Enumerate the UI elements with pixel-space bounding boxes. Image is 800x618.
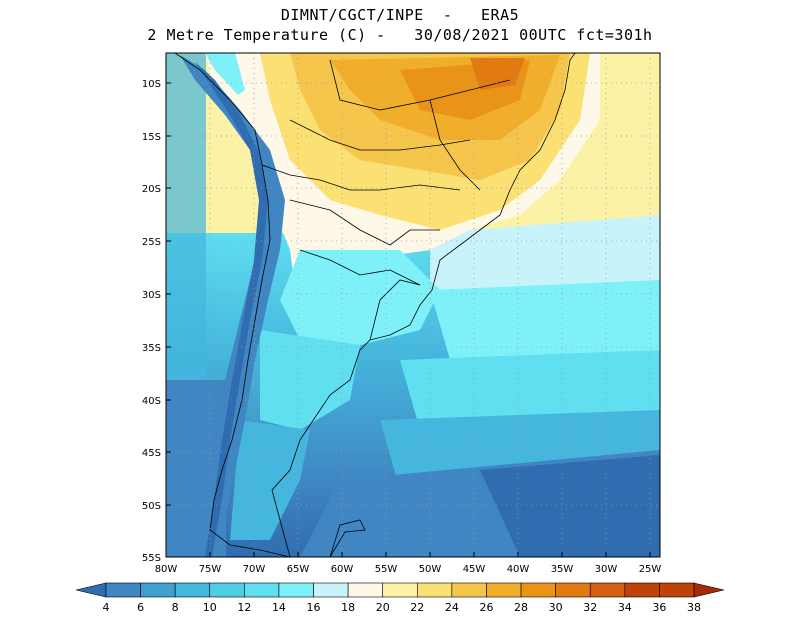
gridlines: [166, 53, 660, 557]
axis-tick-marks: [166, 82, 651, 557]
colorbar-label: 26: [479, 601, 493, 614]
lon-tick-label: 80W: [155, 564, 178, 575]
colorbar-label: 18: [341, 601, 355, 614]
colorbar-segment: [313, 582, 349, 598]
pacific-coastline: [174, 53, 291, 557]
colorbar-label: 24: [445, 601, 459, 614]
colorbar-label: 30: [549, 601, 563, 614]
chart-title-line-2: 2 Metre Temperature (C) - 30/08/2021 00U…: [147, 26, 653, 44]
colorbar-segment: [555, 582, 591, 598]
chart-title-line-1: DIMNT/CGCT/INPE - ERA5: [280, 6, 520, 24]
colorbar-segment: [416, 582, 453, 598]
colorbar-label: 36: [652, 601, 666, 614]
colorbar-label: 32: [583, 601, 597, 614]
temperature-field: [166, 53, 660, 557]
lat-tick-label: 20S: [142, 184, 161, 195]
colorbar-segment: [451, 582, 487, 598]
lon-tick-label: 30W: [595, 564, 618, 575]
lat-tick-label: 40S: [142, 396, 161, 407]
colorbar-segment: [624, 582, 660, 598]
lon-tick-label: 70W: [243, 564, 266, 575]
colorbar-segment: [382, 582, 418, 598]
colorbar-segment: [589, 582, 626, 598]
lat-tick-label: 10S: [142, 79, 161, 90]
colorbar-label: 12: [237, 601, 251, 614]
colorbar-label: 8: [172, 601, 179, 614]
colorbar-label: 14: [272, 601, 286, 614]
lon-tick-label: 25W: [639, 564, 662, 575]
lon-tick-label: 65W: [287, 564, 310, 575]
colorbar-label: 10: [203, 601, 217, 614]
colorbar-label: 28: [514, 601, 528, 614]
colorbar-segment: [174, 582, 211, 598]
colorbar-label: 38: [687, 601, 701, 614]
colorbar-segment: [278, 582, 314, 598]
lon-tick-label: 55W: [375, 564, 398, 575]
lat-tick-label: 15S: [142, 132, 161, 143]
longitude-axis: 80W 75W 70W 65W 60W 55W 50W 45W 40W 35W …: [155, 564, 662, 575]
lon-tick-label: 60W: [331, 564, 354, 575]
lon-tick-label: 45W: [463, 564, 486, 575]
falkland-islands: [329, 519, 366, 557]
colorbar-high-extend: [693, 582, 725, 598]
colorbar-low-extend: [75, 582, 107, 598]
colorbar-label: 22: [410, 601, 424, 614]
colorbar-label: 20: [376, 601, 390, 614]
colorbar-segment: [520, 582, 556, 598]
atlantic-coastline: [271, 53, 576, 557]
colorbar: [75, 582, 725, 598]
lat-tick-label: 50S: [142, 501, 161, 512]
colorbar-label: 34: [618, 601, 632, 614]
colorbar-labels: 4 6 8 10 12 14 16 18 20 22 24 26 28 30 32 34 36 38: [103, 601, 702, 614]
colorbar-label: 6: [137, 601, 144, 614]
colorbar-segment: [486, 582, 522, 598]
map-frame: [165, 52, 661, 558]
colorbar-label: 16: [307, 601, 321, 614]
coastlines-and-borders: [174, 53, 576, 557]
lat-tick-label: 45S: [142, 448, 161, 459]
colorbar-segment: [244, 582, 280, 598]
colorbar-segment: [347, 582, 384, 598]
lon-tick-label: 40W: [507, 564, 530, 575]
colorbar-segment: [659, 582, 695, 598]
lon-tick-label: 75W: [199, 564, 222, 575]
lat-tick-label: 25S: [142, 237, 161, 248]
colorbar-segment: [209, 582, 245, 598]
colorbar-label: 4: [103, 601, 110, 614]
lon-tick-label: 35W: [551, 564, 574, 575]
latitude-axis: 10S 15S 20S 25S 30S 35S 40S 45S 50S 55S: [142, 79, 161, 564]
atlantic-cool-band: [430, 280, 660, 360]
lat-tick-label: 55S: [142, 553, 161, 564]
lat-tick-label: 35S: [142, 343, 161, 354]
colorbar-segment: [140, 582, 176, 598]
lat-tick-label: 30S: [142, 290, 161, 301]
colorbar-segment: [105, 582, 141, 598]
lon-tick-label: 50W: [419, 564, 442, 575]
